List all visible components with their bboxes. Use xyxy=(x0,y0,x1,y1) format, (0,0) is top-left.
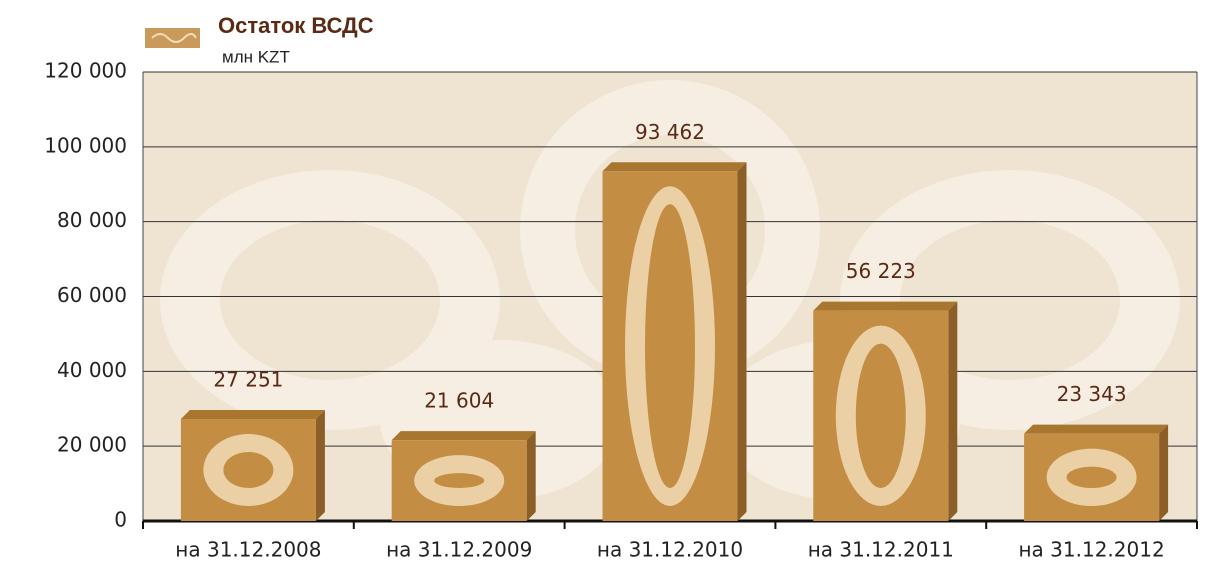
y-tick-label: 60 000 xyxy=(57,283,127,307)
y-tick-label: 20 000 xyxy=(57,433,127,457)
bar-ornament-inner xyxy=(1067,467,1117,488)
bar-top xyxy=(392,431,536,440)
x-tick-label: на 31.12.2011 xyxy=(808,538,954,562)
bar-ornament-inner xyxy=(856,344,906,488)
bar-side xyxy=(527,431,536,521)
value-label: 27 251 xyxy=(213,368,283,392)
bar-side xyxy=(738,162,747,521)
y-tick-label: 80 000 xyxy=(57,208,127,232)
bar-ornament-inner xyxy=(645,204,695,488)
bar-side xyxy=(1159,425,1168,521)
bar-top xyxy=(181,410,325,419)
bar-ornament-inner xyxy=(434,473,484,488)
x-tick-label: на 31.12.2012 xyxy=(1018,538,1164,562)
value-label: 23 343 xyxy=(1057,382,1127,406)
bar-top xyxy=(603,162,747,171)
value-label: 56 223 xyxy=(846,259,916,283)
chart: Остаток ВСДС млн KZT 0 20 000 40 000 60 000… xyxy=(0,0,1207,563)
x-tick-label: на 31.12.2010 xyxy=(597,538,743,562)
chart-subtitle: млн KZT xyxy=(222,47,290,66)
bar-side xyxy=(948,302,957,521)
y-tick-label: 100 000 xyxy=(44,133,127,157)
value-label: 93 462 xyxy=(635,120,705,144)
bar-top xyxy=(1024,425,1168,434)
bar-side xyxy=(316,410,325,521)
bar-ornament-inner xyxy=(223,452,273,488)
chart-title: Остаток ВСДС xyxy=(218,13,374,38)
y-tick-label: 40 000 xyxy=(57,358,127,382)
bar-top xyxy=(813,302,957,311)
value-label: 21 604 xyxy=(424,389,494,413)
x-tick-label: на 31.12.2008 xyxy=(175,538,321,562)
y-tick-label: 0 xyxy=(114,508,127,532)
y-tick-label: 120 000 xyxy=(44,59,127,83)
x-tick-label: на 31.12.2009 xyxy=(386,538,532,562)
